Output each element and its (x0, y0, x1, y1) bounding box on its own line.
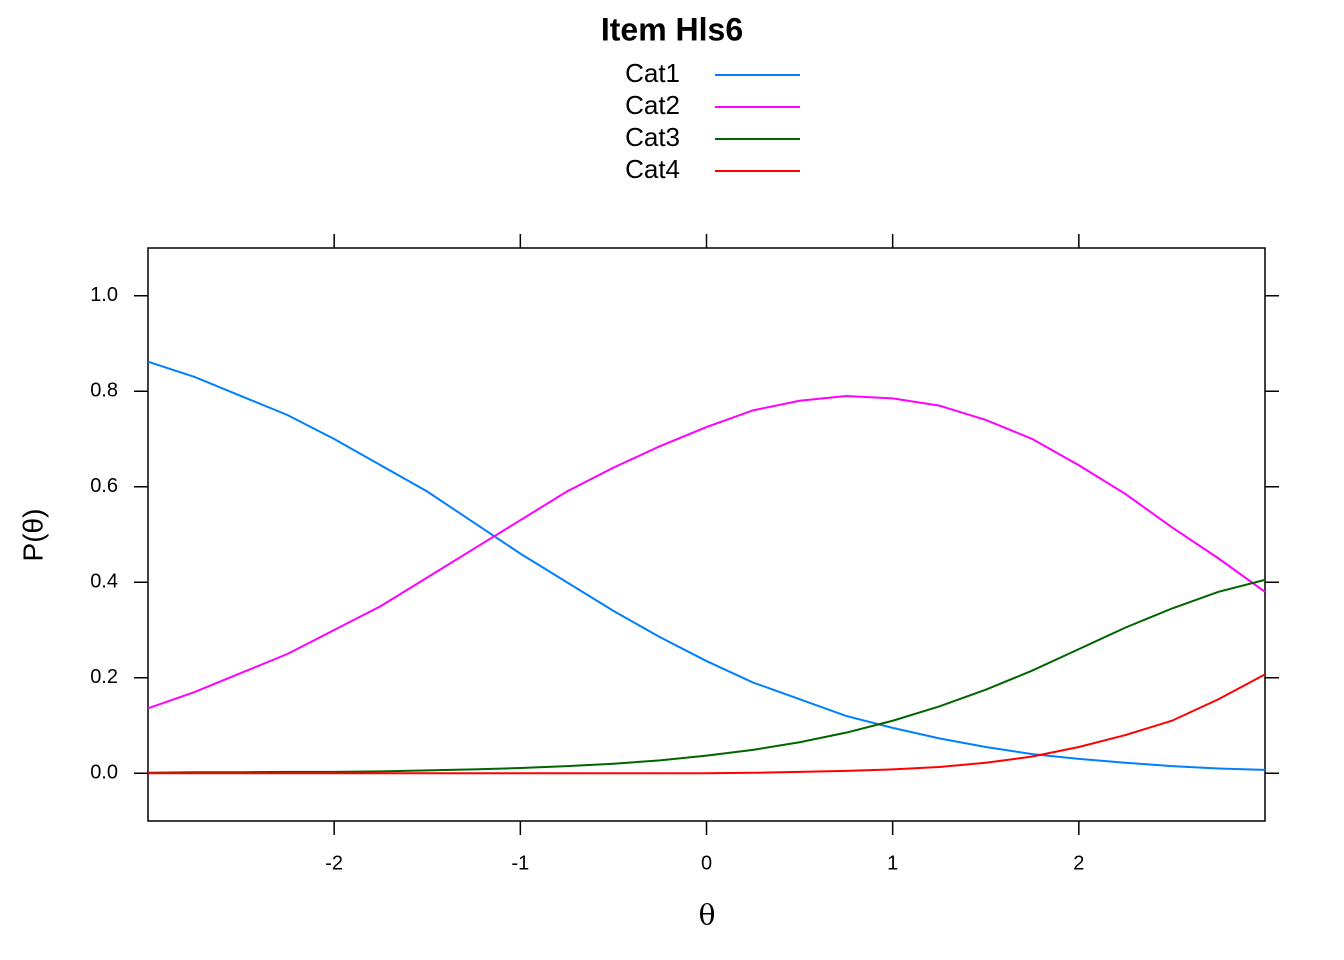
legend-label: Cat2 (625, 90, 680, 120)
data-line (147, 360, 1266, 771)
x-axis-label: θ (699, 899, 716, 932)
y-axis-label: P(θ) (17, 509, 48, 562)
plot-frame (147, 247, 1266, 822)
x-tick-label: -2 (325, 852, 343, 874)
y-tick-label: 0.6 (90, 475, 118, 497)
legend-label: Cat3 (625, 122, 680, 152)
x-tick-label: 1 (887, 852, 898, 874)
chart-title: Item Hls6 (601, 11, 743, 47)
y-tick-label: 0.8 (90, 380, 118, 402)
x-tick-label: 0 (701, 852, 712, 874)
y-tick-label: 0.0 (90, 762, 118, 784)
data-line (148, 673, 1266, 775)
data-line (147, 395, 1266, 710)
legend-label: Cat4 (625, 154, 680, 184)
x-tick-label: -1 (511, 852, 529, 874)
y-tick-label: 0.4 (90, 571, 118, 593)
legend-label: Cat1 (625, 58, 680, 88)
data-line (147, 578, 1266, 774)
y-tick-label: 1.0 (90, 284, 118, 306)
x-tick-label: 2 (1073, 852, 1084, 874)
y-tick-label: 0.2 (90, 666, 118, 688)
